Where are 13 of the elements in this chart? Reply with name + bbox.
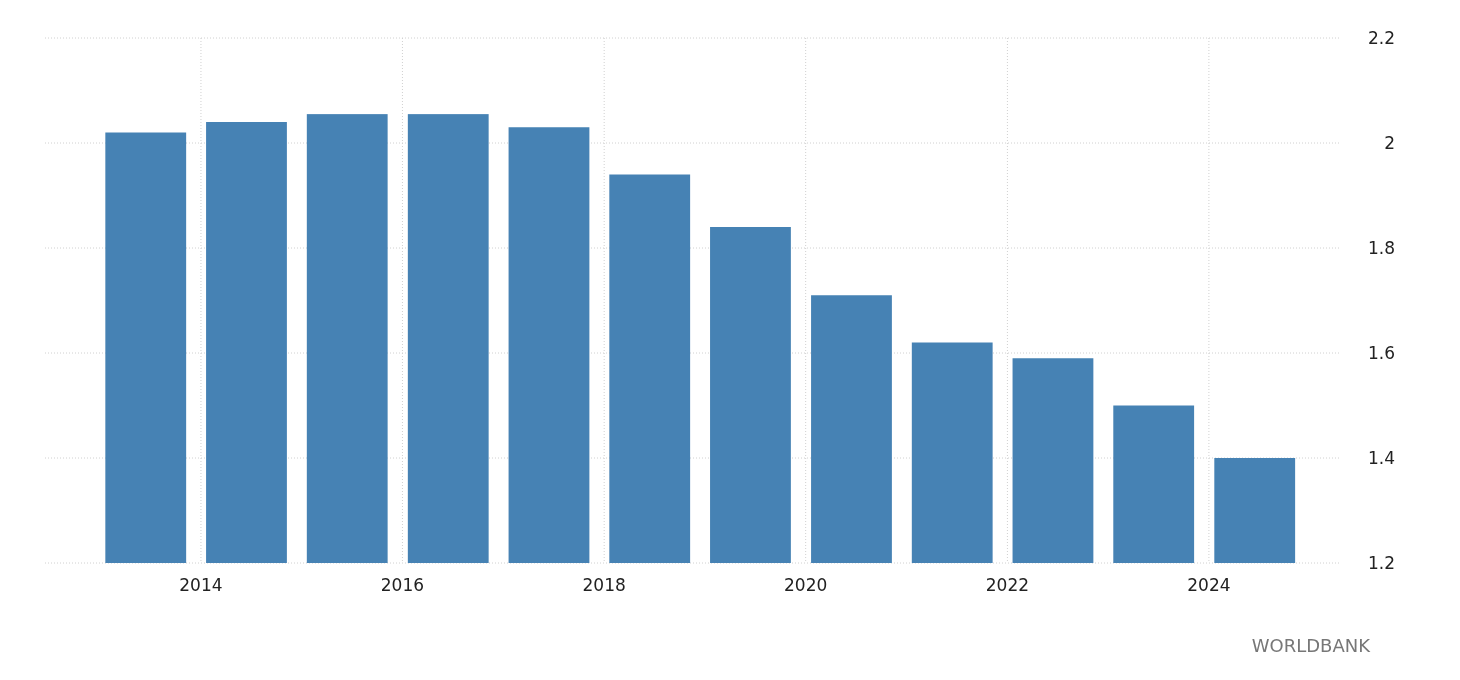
- x-tick-label: 2018: [582, 575, 626, 595]
- text: WORLDBANK: [1251, 635, 1372, 656]
- x-tick-label: 2016: [380, 575, 425, 595]
- y-tick-label: 1.4: [1367, 447, 1395, 468]
- y-tick-label: 1.2: [1367, 552, 1395, 573]
- x-tick-label: 2014: [179, 575, 223, 595]
- y-tick-label: 2: [1384, 132, 1395, 153]
- y-tick-label: 1.8: [1367, 237, 1395, 258]
- x-tick-label: 2020: [784, 575, 828, 595]
- y-tick-label: 1.6: [1367, 342, 1395, 363]
- y-tick-label: 2.2: [1367, 27, 1395, 48]
- x-tick-label: 2022: [985, 575, 1030, 595]
- x-tick-label: 2024: [1187, 575, 1231, 595]
